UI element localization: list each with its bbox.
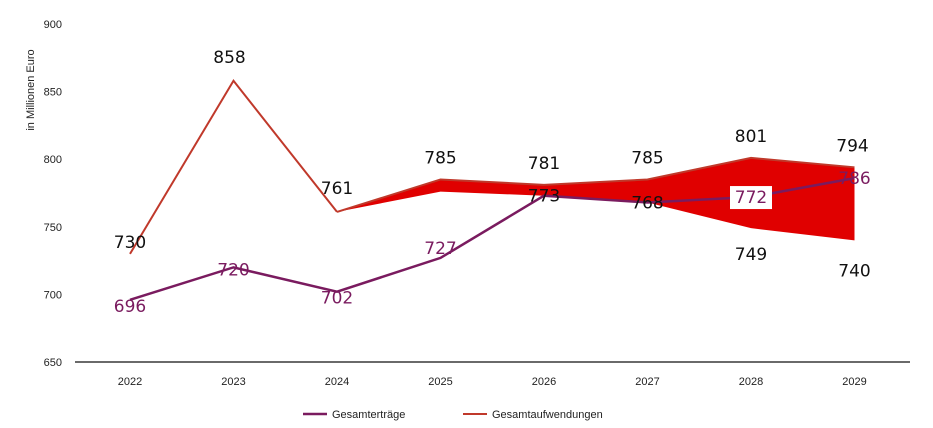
x-tick-label: 2028	[739, 376, 763, 388]
data-label: 702	[321, 289, 353, 309]
data-label: 785	[631, 148, 663, 168]
data-label: 740	[838, 261, 870, 281]
data-labels: 696 720 702 727 773 768 772 786 730 858 761 785 781 7…	[114, 48, 871, 317]
aufwendungen-band-top-line	[336, 156, 855, 213]
x-tick-label: 2024	[325, 376, 349, 388]
legend-label-gesamtertraege: Gesamterträge	[332, 409, 405, 421]
data-label: 696	[114, 297, 146, 317]
data-label: 730	[114, 233, 146, 253]
x-tick-label: 2026	[532, 376, 556, 388]
data-label: 773	[528, 187, 560, 207]
legend: Gesamterträge Gesamtaufwendungen	[303, 409, 603, 421]
series-line-gesamtaufwendungen	[129, 79, 338, 255]
data-label: 727	[424, 239, 456, 259]
x-tick-label: 2023	[221, 376, 245, 388]
y-tick-label: 800	[44, 154, 62, 166]
x-tick-label: 2025	[428, 376, 452, 388]
y-tick-label: 750	[44, 222, 62, 234]
data-label: 801	[735, 127, 767, 147]
x-tick-label: 2027	[635, 376, 659, 388]
y-tick-label: 650	[44, 357, 62, 369]
y-tick-label: 850	[44, 87, 62, 99]
y-tick-label: 900	[44, 19, 62, 31]
x-tick-label: 2022	[118, 376, 142, 388]
data-label: 785	[424, 148, 456, 168]
legend-label-gesamtaufwendungen: Gesamtaufwendungen	[492, 409, 603, 421]
data-label: 768	[631, 193, 663, 213]
data-label: 786	[838, 169, 870, 189]
data-label: 858	[213, 48, 245, 68]
data-label: 794	[836, 136, 868, 156]
aufwendungen-band	[337, 157, 855, 241]
x-ticks: 2022 2023 2024 2025 2026 2027 2028 2029	[118, 376, 867, 388]
y-tick-label: 700	[44, 289, 62, 301]
data-label: 781	[528, 154, 560, 174]
data-label: 749	[735, 245, 767, 265]
data-label: 761	[321, 179, 353, 199]
y-ticks: 650 700 750 800 850 900	[44, 19, 62, 369]
data-label: 720	[217, 260, 249, 280]
data-label-box	[730, 186, 772, 210]
data-label: 772	[735, 188, 767, 208]
y-axis-label: in Millionen Euro	[25, 49, 37, 130]
x-tick-label: 2029	[842, 376, 866, 388]
